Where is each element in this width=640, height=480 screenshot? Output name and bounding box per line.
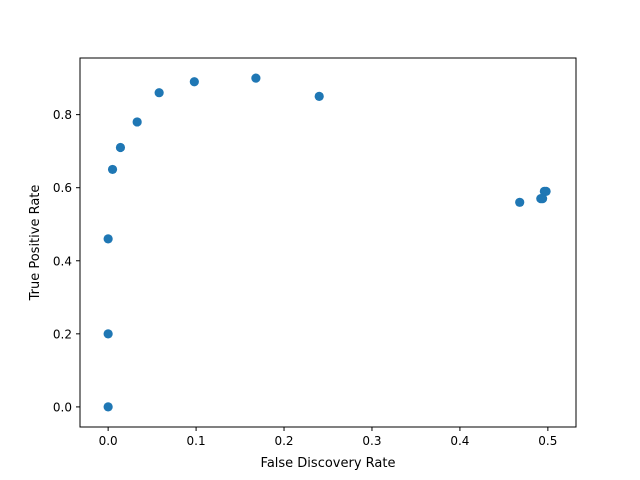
data-point-9 bbox=[314, 91, 324, 101]
y-axis-ticks: 0.0 0.2 0.4 0.6 0.8 bbox=[53, 108, 80, 414]
y-tick-label: 0.8 bbox=[53, 108, 72, 122]
x-tick-label: 0.1 bbox=[187, 434, 206, 448]
points-layer bbox=[103, 73, 551, 412]
y-tick-label: 0.2 bbox=[53, 327, 72, 341]
data-point-8 bbox=[251, 73, 261, 83]
x-tick-label: 0.0 bbox=[99, 434, 118, 448]
data-point-14 bbox=[541, 186, 551, 196]
x-tick-label: 0.4 bbox=[450, 434, 469, 448]
x-tick-label: 0.3 bbox=[362, 434, 381, 448]
y-tick-label: 0.0 bbox=[53, 400, 72, 414]
plot-area bbox=[80, 58, 576, 427]
x-axis-label: False Discovery Rate bbox=[261, 456, 396, 471]
y-axis-label: True Positive Rate bbox=[28, 185, 43, 302]
y-tick-label: 0.6 bbox=[53, 181, 72, 195]
data-point-10 bbox=[515, 197, 525, 207]
data-point-4 bbox=[115, 142, 126, 153]
x-tick-label: 0.2 bbox=[274, 434, 293, 448]
plot-frame bbox=[79, 57, 577, 428]
data-point-12 bbox=[537, 194, 548, 204]
data-point-3 bbox=[107, 164, 118, 175]
data-point-7 bbox=[189, 77, 199, 87]
data-point-5 bbox=[132, 117, 142, 127]
data-point-1 bbox=[103, 329, 113, 339]
y-tick-label: 0.4 bbox=[53, 254, 72, 268]
x-axis-ticks: 0.0 0.1 0.2 0.3 0.4 0.5 bbox=[99, 427, 557, 448]
data-point-6 bbox=[154, 88, 164, 98]
data-point-2 bbox=[103, 234, 113, 244]
data-point-0 bbox=[103, 402, 113, 412]
x-tick-label: 0.5 bbox=[538, 434, 557, 448]
